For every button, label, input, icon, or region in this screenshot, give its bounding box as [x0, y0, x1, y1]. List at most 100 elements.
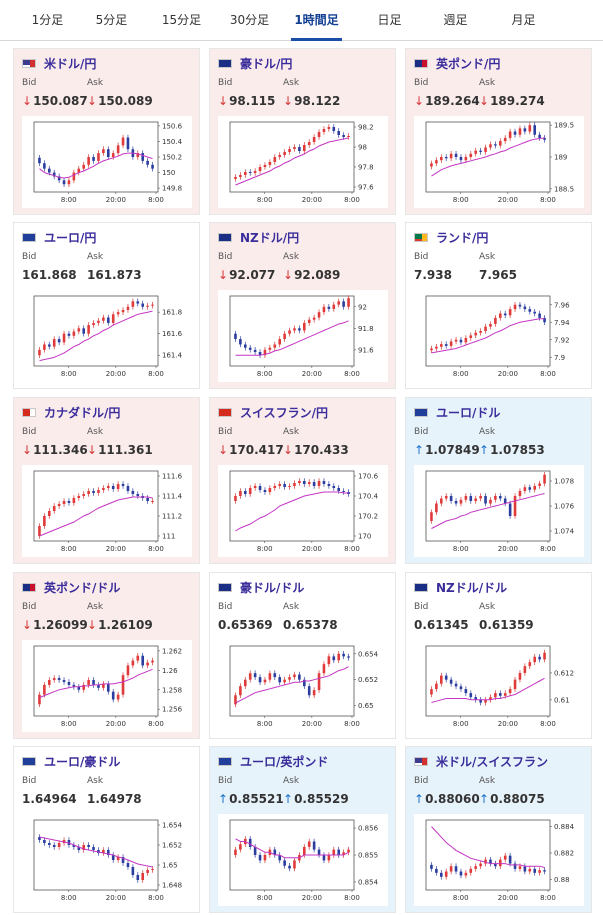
candle-body — [307, 482, 311, 484]
pair-name[interactable]: 豪ドル/ドル — [240, 581, 305, 595]
card-header: ユーロ/英ポンド — [218, 753, 328, 770]
bid-label: Bid — [22, 78, 37, 88]
tab-1[interactable]: 5分足 — [95, 13, 128, 27]
mini-chart[interactable]: 0.654 0.652 0.65 8:00 20:00 8:00 — [218, 640, 388, 732]
mini-chart[interactable]: 189.5 189 188.5 8:00 20:00 8:00 — [414, 116, 584, 208]
candle-body — [62, 333, 66, 343]
currency-card[interactable]: 米ドル/円 Bid Ask ↓150.087↓150.089 150.6 150.4 150… — [13, 48, 200, 215]
candle-body — [43, 163, 46, 169]
moving-average-line — [39, 152, 153, 179]
candle-body — [67, 180, 71, 185]
mini-chart[interactable]: 1.654 1.652 1.65 1.648 8:00 20:00 8:00 — [22, 814, 192, 906]
mini-chart[interactable]: 92 91.8 91.6 8:00 20:00 8:00 — [218, 290, 388, 382]
pair-name[interactable]: ユーロ/円 — [44, 231, 97, 245]
currency-card[interactable]: 豪ドル/円 Bid Ask ↓98.115 ↓98.122 98.2 98 97.8 97.6 8… — [209, 48, 396, 215]
candle-chart: 92 91.8 91.6 8:00 20:00 8:00 — [218, 290, 388, 382]
pair-name[interactable]: NZドル/円 — [240, 231, 300, 245]
x-tick-label: 8:00 — [453, 894, 469, 902]
y-tick-label: 91.6 — [358, 346, 374, 354]
candle-body — [302, 481, 306, 484]
pair-name[interactable]: カナダドル/円 — [44, 406, 121, 420]
candle-body — [459, 686, 463, 690]
mini-chart[interactable]: 0.884 0.882 0.88 8:00 20:00 8:00 — [414, 814, 584, 906]
candle-body — [77, 496, 81, 498]
candle-body — [106, 317, 110, 323]
prices: ↑0.88060↑0.88075 — [414, 792, 545, 806]
pair-name[interactable]: ユーロ/豪ドル — [44, 755, 121, 769]
mini-chart[interactable]: 7.96 7.94 7.92 7.9 8:00 20:00 8:00 — [414, 290, 584, 382]
currency-card[interactable]: ユーロ/英ポンド Bid Ask ↑0.85521↑0.85529 0.856 0.855… — [209, 746, 396, 913]
currency-card[interactable]: ユーロ/円 Bid Ask 161.868 161.873 161.8 161.6 161.4… — [13, 222, 200, 389]
pair-name[interactable]: ユーロ/英ポンド — [240, 755, 329, 769]
candle-body — [38, 349, 41, 356]
candle-body — [87, 157, 90, 165]
bid-label: Bid — [218, 427, 233, 437]
candle-body — [102, 317, 105, 321]
candle-body — [38, 694, 41, 705]
currency-card[interactable]: 豪ドル/ドル Bid Ask 0.65369 0.65378 0.654 0.652 0.65… — [209, 572, 396, 739]
mini-chart[interactable]: 150.6 150.4 150.2 150 149.8 8:00 20:00 8:00 — [22, 116, 192, 208]
pair-name[interactable]: 英ポンド/円 — [436, 57, 501, 71]
pair-name[interactable]: 米ドル/スイスフラン — [436, 755, 549, 769]
pair-name[interactable]: 英ポンド/ドル — [44, 581, 121, 595]
candle-body — [141, 655, 145, 666]
candle-body — [337, 849, 341, 855]
currency-card[interactable]: NZドル/円 Bid Ask ↓92.077 ↓92.089 92 91.8 91.6 8:00… — [209, 222, 396, 389]
candle-body — [263, 490, 267, 492]
pair-name[interactable]: ランド/円 — [436, 231, 489, 245]
candle-body — [489, 859, 492, 864]
currency-card[interactable]: ユーロ/ドル Bid Ask ↑1.07849↑1.07853 1.078 1.076 1.… — [405, 397, 592, 564]
y-tick-label: 7.94 — [554, 319, 570, 327]
candle-body — [302, 145, 306, 151]
candle-body — [538, 483, 541, 486]
currency-card[interactable]: カナダドル/円 Bid Ask ↓111.346↓111.361 111.6 111.4 1… — [13, 397, 200, 564]
mini-chart[interactable]: 98.2 98 97.8 97.6 8:00 20:00 8:00 — [218, 116, 388, 208]
tab-5[interactable]: 日足 — [377, 13, 402, 27]
candle-body — [288, 149, 291, 152]
tab-7[interactable]: 月足 — [511, 13, 536, 27]
tab-2[interactable]: 15分足 — [161, 13, 202, 27]
pair-name[interactable]: 豪ドル/円 — [240, 57, 293, 71]
mini-chart[interactable]: 1.078 1.076 1.074 8:00 20:00 8:00 — [414, 465, 584, 557]
pair-name[interactable]: スイスフラン/円 — [240, 406, 329, 420]
currency-card[interactable]: 英ポンド/円 Bid Ask ↓189.264↓189.274 189.5 189 188.… — [405, 48, 592, 215]
tab-0[interactable]: 1分足 — [31, 13, 64, 27]
mini-chart[interactable]: 0.612 0.61 8:00 20:00 8:00 — [414, 640, 584, 732]
tab-3[interactable]: 30分足 — [229, 13, 270, 27]
x-tick-label: 8:00 — [540, 196, 556, 204]
candle-body — [347, 136, 350, 137]
candle-body — [278, 339, 282, 345]
candle-body — [337, 301, 341, 305]
currency-card[interactable]: NZドル/ドル Bid Ask 0.61345 0.61359 0.612 0.61 8:00… — [405, 572, 592, 739]
x-tick-label: 8:00 — [61, 545, 77, 553]
mini-chart[interactable]: 170.6 170.4 170.2 170 8:00 20:00 8:00 — [218, 465, 388, 557]
pair-name[interactable]: NZドル/ドル — [436, 581, 508, 595]
currency-card[interactable]: ランド/円 Bid Ask 7.938 7.965 7.96 7.94 7.92 7.9 8:00… — [405, 222, 592, 389]
ask-label: Ask — [283, 602, 300, 612]
y-tick-label: 1.648 — [162, 882, 182, 890]
y-tick-label: 189.5 — [554, 122, 574, 130]
mini-chart[interactable]: 0.856 0.855 0.854 8:00 20:00 8:00 — [218, 814, 388, 906]
currency-card[interactable]: ユーロ/豪ドル Bid Ask 1.64964 1.64978 1.654 1.652 1.6… — [13, 746, 200, 913]
pair-name[interactable]: 米ドル/円 — [44, 57, 97, 71]
candle-body — [513, 496, 517, 516]
ask-price: 7.965 — [479, 268, 517, 282]
mini-chart[interactable]: 111.6 111.4 111.2 111 8:00 20:00 8:00 — [22, 465, 192, 557]
mini-chart[interactable]: 1.262 1.26 1.258 1.256 8:00 20:00 8:00 — [22, 640, 192, 732]
candle-body — [243, 491, 247, 494]
currency-card[interactable]: 米ドル/スイスフラン Bid Ask ↑0.88060↑0.88075 0.884 0.8… — [405, 746, 592, 913]
ask-price: 1.64978 — [87, 792, 142, 806]
currency-card[interactable]: 英ポンド/ドル Bid Ask ↓1.26099↓1.26109 1.262 1.26 1.… — [13, 572, 200, 739]
nz-flag-icon — [414, 583, 428, 592]
arrow-down-icon: ↓ — [283, 443, 294, 457]
x-tick-label: 20:00 — [106, 894, 126, 902]
currency-card[interactable]: スイスフラン/円 Bid Ask ↓170.417↓170.433 170.6 170.4… — [209, 397, 396, 564]
prices: ↓92.077 ↓92.089 — [218, 268, 340, 282]
tab-6[interactable]: 週足 — [443, 13, 468, 27]
tab-4[interactable]: 1時間足 — [285, 0, 348, 41]
pair-name[interactable]: ユーロ/ドル — [436, 406, 501, 420]
mini-chart[interactable]: 161.8 161.6 161.4 8:00 20:00 8:00 — [22, 290, 192, 382]
y-tick-label: 0.884 — [554, 823, 575, 831]
arrow-up-icon: ↑ — [479, 792, 490, 806]
candle-body — [489, 499, 492, 504]
